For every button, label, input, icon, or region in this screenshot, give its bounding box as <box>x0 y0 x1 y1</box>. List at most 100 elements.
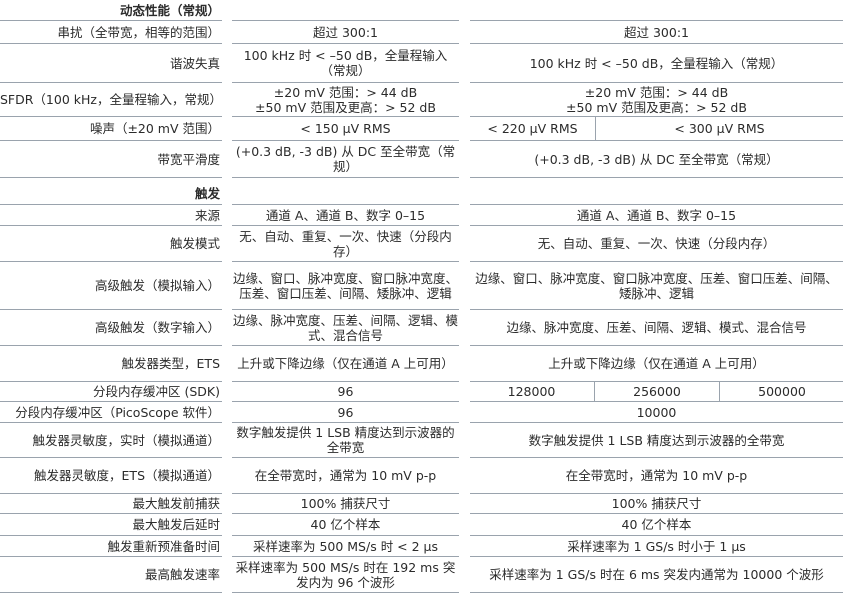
value-cell-right: 100% 捕获尺寸 <box>611 496 702 511</box>
value-cell-right-group: 采样速率为 1 GS/s 时在 6 ms 突发内通常为 10000 个波形 <box>470 557 843 593</box>
value-cell-left: (+0.3 dB, -3 dB) 从 DC 至全带宽（常规） <box>232 141 459 178</box>
value-cell-right-group: 无、自动、重复、一次、快速（分段内存） <box>470 226 843 262</box>
spec-row: 分段内存缓冲区（PicoScope 软件） 96 10000 <box>0 402 843 423</box>
value-cell-left: 40 亿个样本 <box>232 514 459 536</box>
spec-label: 最高触发速率 <box>0 557 222 593</box>
spec-row: 最大触发后延时 40 亿个样本 40 亿个样本 <box>0 514 843 536</box>
spec-row: 触发器灵敏度，实时（模拟通道） 数字触发提供 1 LSB 精度达到示波器的全带宽 数… <box>0 423 843 458</box>
spec-row: 噪声（±20 mV 范围） < 150 μV RMS < 220 μV RMS < 3… <box>0 117 843 141</box>
value-cell-right: 边缘、窗口、脉冲宽度、窗口脉冲宽度、压差、窗口压差、间隔、矮脉冲、逻辑 <box>475 270 838 301</box>
value-cell-left: 超过 300:1 <box>232 21 459 44</box>
value-cell-left: 96 <box>232 382 459 402</box>
spacer <box>232 178 459 205</box>
value-cell-right-group: ±20 mV 范围：> 44 dB ±50 mV 范围及更高：> 52 dB <box>470 83 843 117</box>
value-cell-right-group: 128000 256000 500000 <box>470 382 843 402</box>
spec-row: SFDR（100 kHz，全量程输入，常规） ±20 mV 范围：> 44 dB … <box>0 83 843 117</box>
value-cell-right: 超过 300:1 <box>624 24 689 40</box>
value-cell-right: 100 kHz 时 < –50 dB，全量程输入（常规） <box>529 55 784 71</box>
value-cell-left: 边缘、窗口、脉冲宽度、窗口脉冲宽度、压差、窗口压差、间隔、矮脉冲、逻辑 <box>232 262 459 310</box>
spec-label: 高级触发（数字输入） <box>0 310 222 346</box>
value-cell-right-group: 采样速率为 1 GS/s 时小于 1 μs <box>470 536 843 557</box>
spec-label: 分段内存缓冲区（PicoScope 软件） <box>0 402 222 423</box>
value-cell-right-group: 边缘、窗口、脉冲宽度、窗口脉冲宽度、压差、窗口压差、间隔、矮脉冲、逻辑 <box>470 262 843 310</box>
spec-label: 高级触发（模拟输入） <box>0 262 222 310</box>
spec-row: 串扰（全带宽，相等的范围） 超过 300:1 超过 300:1 <box>0 21 843 44</box>
value-cell-right: < 220 μV RMS <box>487 121 578 136</box>
value-cell-right-group: 数字触发提供 1 LSB 精度达到示波器的全带宽 <box>470 423 843 458</box>
value-cell-right: 数字触发提供 1 LSB 精度达到示波器的全带宽 <box>528 432 785 448</box>
value-cell-right-group: 超过 300:1 <box>470 21 843 44</box>
value-cell-right-group: 边缘、脉冲宽度、压差、间隔、逻辑、模式、混合信号 <box>470 310 843 346</box>
section-header: 动态性能（常规） <box>0 0 843 21</box>
spec-row: 来源 通道 A、通道 B、数字 0–15 通道 A、通道 B、数字 0–15 <box>0 205 843 226</box>
spec-label: 分段内存缓冲区 (SDK) <box>0 382 222 402</box>
value-cell-right-group: 100 kHz 时 < –50 dB，全量程输入（常规） <box>470 44 843 83</box>
value-cell-right: < 300 μV RMS <box>595 117 843 140</box>
value-cell-left: < 150 μV RMS <box>232 117 459 141</box>
value-cell-right: ±20 mV 范围：> 44 dB ±50 mV 范围及更高：> 52 dB <box>566 84 747 115</box>
value-cell-right: 128000 <box>507 384 556 399</box>
spec-row: 最高触发速率 采样速率为 500 MS/s 时在 192 ms 突发内为 96 个… <box>0 557 843 593</box>
spec-label: 串扰（全带宽，相等的范围） <box>0 21 222 44</box>
spacer <box>470 178 843 205</box>
value-cell-right: 边缘、脉冲宽度、压差、间隔、逻辑、模式、混合信号 <box>506 320 807 335</box>
spec-row: 高级触发（模拟输入） 边缘、窗口、脉冲宽度、窗口脉冲宽度、压差、窗口压差、间隔、矮… <box>0 262 843 310</box>
value-cell-right: 通道 A、通道 B、数字 0–15 <box>576 207 737 223</box>
value-cell-left: ±20 mV 范围：> 44 dB ±50 mV 范围及更高：> 52 dB <box>232 83 459 117</box>
value-cell-right-group: < 220 μV RMS < 300 μV RMS <box>470 117 843 141</box>
value-cell-right-group: 上升或下降边缘（仅在通道 A 上可用） <box>470 346 843 382</box>
spec-label: 最大触发前捕获 <box>0 494 222 514</box>
value-cell-left: 无、自动、重复、一次、快速（分段内存） <box>232 226 459 262</box>
value-cell-right-group: 40 亿个样本 <box>470 514 843 536</box>
value-cell-right: 无、自动、重复、一次、快速（分段内存） <box>537 236 776 251</box>
spec-row: 谐波失真 100 kHz 时 < –50 dB，全量程输入（常规） 100 kHz … <box>0 44 843 83</box>
spec-row: 带宽平滑度 (+0.3 dB, -3 dB) 从 DC 至全带宽（常规） (+0.3… <box>0 141 843 178</box>
value-cell-right-group: (+0.3 dB, -3 dB) 从 DC 至全带宽（常规） <box>470 141 843 178</box>
section-title: 动态性能（常规） <box>0 0 222 21</box>
value-cell-right-group: 10000 <box>470 402 843 423</box>
spec-row: 高级触发（数字输入） 边缘、脉冲宽度、压差、间隔、逻辑、模式、混合信号 边缘、脉冲宽… <box>0 310 843 346</box>
spec-row: 触发器类型，ETS 上升或下降边缘（仅在通道 A 上可用） 上升或下降边缘（仅在通道… <box>0 346 843 382</box>
value-cell-right: 在全带宽时，通常为 10 mV p-p <box>565 468 748 483</box>
value-cell-left: 数字触发提供 1 LSB 精度达到示波器的全带宽 <box>232 423 459 458</box>
spec-label: 噪声（±20 mV 范围） <box>0 117 222 141</box>
spec-label: 触发器灵敏度，实时（模拟通道） <box>0 423 222 458</box>
value-cell-left: 采样速率为 500 MS/s 时 < 2 μs <box>232 536 459 557</box>
value-cell-right: 采样速率为 1 GS/s 时小于 1 μs <box>567 538 746 554</box>
spacer <box>470 0 843 21</box>
spacer <box>232 0 459 21</box>
value-cell-right: 采样速率为 1 GS/s 时在 6 ms 突发内通常为 10000 个波形 <box>489 567 824 582</box>
spec-label: 触发器灵敏度，ETS（模拟通道） <box>0 458 222 494</box>
spec-row: 最大触发前捕获 100% 捕获尺寸 100% 捕获尺寸 <box>0 494 843 514</box>
spec-row: 分段内存缓冲区 (SDK) 96 128000 256000 500000 <box>0 382 843 402</box>
spec-label: 触发模式 <box>0 226 222 262</box>
value-cell-right: 10000 <box>636 404 677 420</box>
value-cell-right-group: 在全带宽时，通常为 10 mV p-p <box>470 458 843 494</box>
value-cell-left: 在全带宽时，通常为 10 mV p-p <box>232 458 459 494</box>
value-cell-right: 40 亿个样本 <box>621 517 692 532</box>
spec-label: 来源 <box>0 205 222 226</box>
value-cell-right-group: 通道 A、通道 B、数字 0–15 <box>470 205 843 226</box>
value-cell-right-group: 100% 捕获尺寸 <box>470 494 843 514</box>
value-cell-left: 边缘、脉冲宽度、压差、间隔、逻辑、模式、混合信号 <box>232 310 459 346</box>
spec-label: 带宽平滑度 <box>0 141 222 178</box>
spec-label: 谐波失真 <box>0 44 222 83</box>
spec-row: 触发重新预准备时间 采样速率为 500 MS/s 时 < 2 μs 采样速率为 1 … <box>0 536 843 557</box>
value-cell-left: 采样速率为 500 MS/s 时在 192 ms 突发内为 96 个波形 <box>232 557 459 593</box>
value-cell-right: 上升或下降边缘（仅在通道 A 上可用） <box>548 356 765 371</box>
value-cell-left: 96 <box>232 402 459 423</box>
value-cell-left: 上升或下降边缘（仅在通道 A 上可用） <box>232 346 459 382</box>
section-title: 触发 <box>0 178 222 205</box>
value-cell-left: 100 kHz 时 < –50 dB，全量程输入（常规） <box>232 44 459 83</box>
value-cell-right: 500000 <box>719 382 843 401</box>
spec-label: 触发重新预准备时间 <box>0 536 222 557</box>
spec-row: 触发模式 无、自动、重复、一次、快速（分段内存） 无、自动、重复、一次、快速（分段内… <box>0 226 843 262</box>
value-cell-left: 100% 捕获尺寸 <box>232 494 459 514</box>
value-cell-right: (+0.3 dB, -3 dB) 从 DC 至全带宽（常规） <box>534 151 779 167</box>
section-header: 触发 <box>0 178 843 205</box>
spec-label: SFDR（100 kHz，全量程输入，常规） <box>0 83 222 117</box>
spec-label: 触发器类型，ETS <box>0 346 222 382</box>
value-cell-left: 通道 A、通道 B、数字 0–15 <box>232 205 459 226</box>
value-cell-right: 256000 <box>594 382 719 401</box>
